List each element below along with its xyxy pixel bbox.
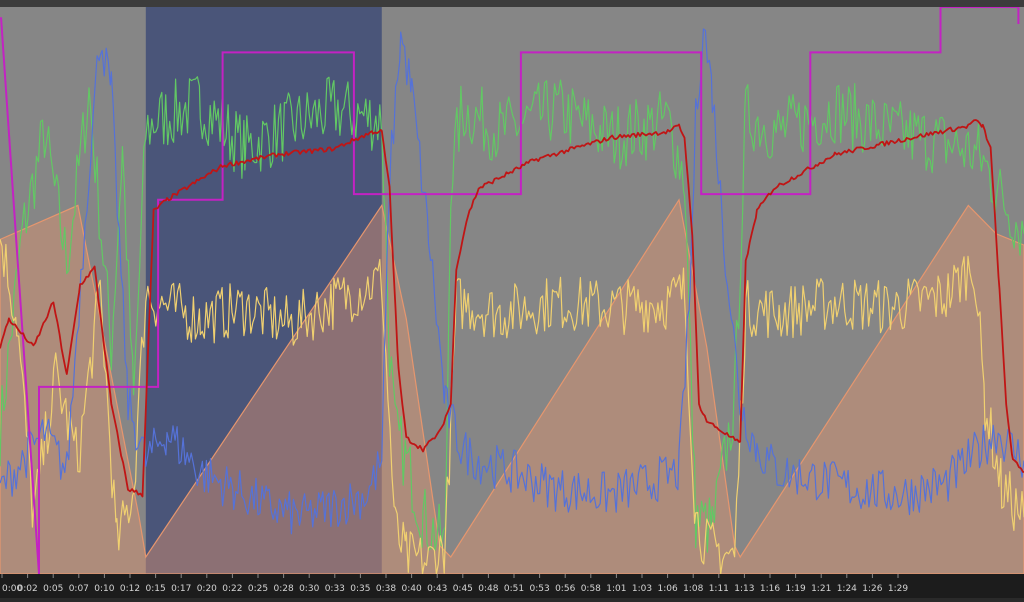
x-tick-label: 1:16	[760, 584, 780, 594]
x-tick-label: 0:28	[273, 584, 293, 594]
x-tick-label: 0:15	[145, 584, 165, 594]
x-tick-label: 1:06	[657, 584, 677, 594]
x-tick-label: 1:19	[785, 584, 805, 594]
plot-area	[0, 7, 1024, 574]
x-tick-label: 0:43	[427, 584, 447, 594]
series-green	[0, 76, 1024, 553]
x-tick-label: 0:17	[171, 584, 191, 594]
x-tick-label: 1:03	[632, 584, 652, 594]
x-tick-label: 0:12	[120, 584, 140, 594]
highlight-region	[145, 7, 382, 574]
x-tick-label: 0:56	[555, 584, 575, 594]
x-tick-label: 0:05	[43, 584, 63, 594]
x-tick-label: 0:38	[376, 584, 396, 594]
time-axis-svg: 0:000:02 0:05 0:07 0:10 0:12 0:15 0:17 0:20 0:22…	[1, 574, 908, 594]
x-tick-label: 1:29	[888, 584, 908, 594]
x-tick-label: 1:24	[837, 584, 857, 594]
x-tick-label: 0:58	[581, 584, 601, 594]
x-tick-label: 1:26	[862, 584, 882, 594]
x-tick-label: 0:00	[2, 584, 22, 594]
x-tick-label: 0:25	[248, 584, 268, 594]
series-red	[0, 119, 1024, 498]
x-tick-label: 1:13	[734, 584, 754, 594]
series-blue	[0, 28, 1024, 535]
x-tick-label: 0:22	[222, 584, 242, 594]
x-tick-label: 0:10	[94, 584, 114, 594]
x-tick-label: 0:35	[350, 584, 370, 594]
x-tick-label: 0:02	[17, 584, 37, 594]
x-tick-label: 1:08	[683, 584, 703, 594]
x-tick-label: 0:33	[325, 584, 345, 594]
series-magenta-step	[0, 7, 1020, 574]
x-tick-label: 0:45	[453, 584, 473, 594]
x-tick-label: 0:53	[529, 584, 549, 594]
telemetry-chart	[0, 7, 1024, 574]
x-tick-label: 0:30	[299, 584, 319, 594]
x-tick-label: 0:48	[478, 584, 498, 594]
x-tick-label: 0:51	[504, 584, 524, 594]
x-tick-label: 0:07	[69, 584, 89, 594]
x-tick-label: 0:40	[401, 584, 421, 594]
top-bar	[0, 0, 1024, 7]
x-tick-label: 1:21	[811, 584, 831, 594]
x-tick-label: 1:01	[606, 584, 626, 594]
series-yellow	[0, 239, 1024, 574]
x-tick-label: 1:11	[709, 584, 729, 594]
time-axis: 0:00 0:02 0:05 0:07 0:10 0:12 0:15 0:17 0:20 0:22…	[0, 574, 1024, 598]
x-tick-label: 0:20	[197, 584, 217, 594]
